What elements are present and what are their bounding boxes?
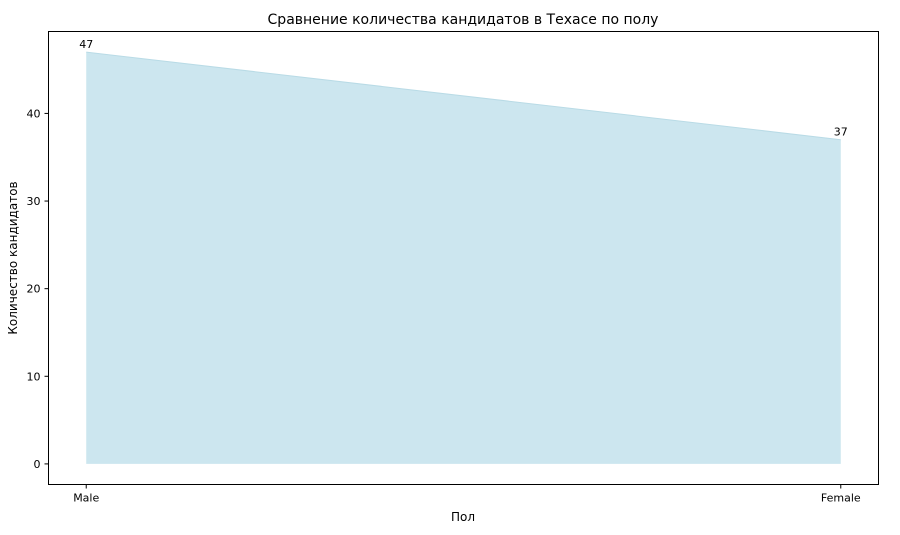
- area-line: [86, 51, 841, 141]
- plot-frame: [48, 31, 879, 485]
- y-tick-label: 10: [27, 370, 41, 383]
- y-tick-label: 0: [34, 458, 41, 471]
- y-axis-label: Количество кандидатов: [6, 181, 20, 334]
- x-tick-label: Male: [73, 492, 99, 505]
- data-label: 37: [834, 126, 848, 139]
- x-axis-label: Пол: [451, 510, 475, 524]
- y-tick-label: 40: [27, 107, 41, 120]
- data-label: 47: [79, 38, 93, 51]
- area-fill: [86, 52, 841, 464]
- y-tick-label: 20: [27, 283, 41, 296]
- chart-title: Сравнение количества кандидатов в Техасе…: [268, 12, 659, 28]
- y-tick-label: 30: [27, 195, 41, 208]
- x-tick-label: Female: [821, 492, 861, 505]
